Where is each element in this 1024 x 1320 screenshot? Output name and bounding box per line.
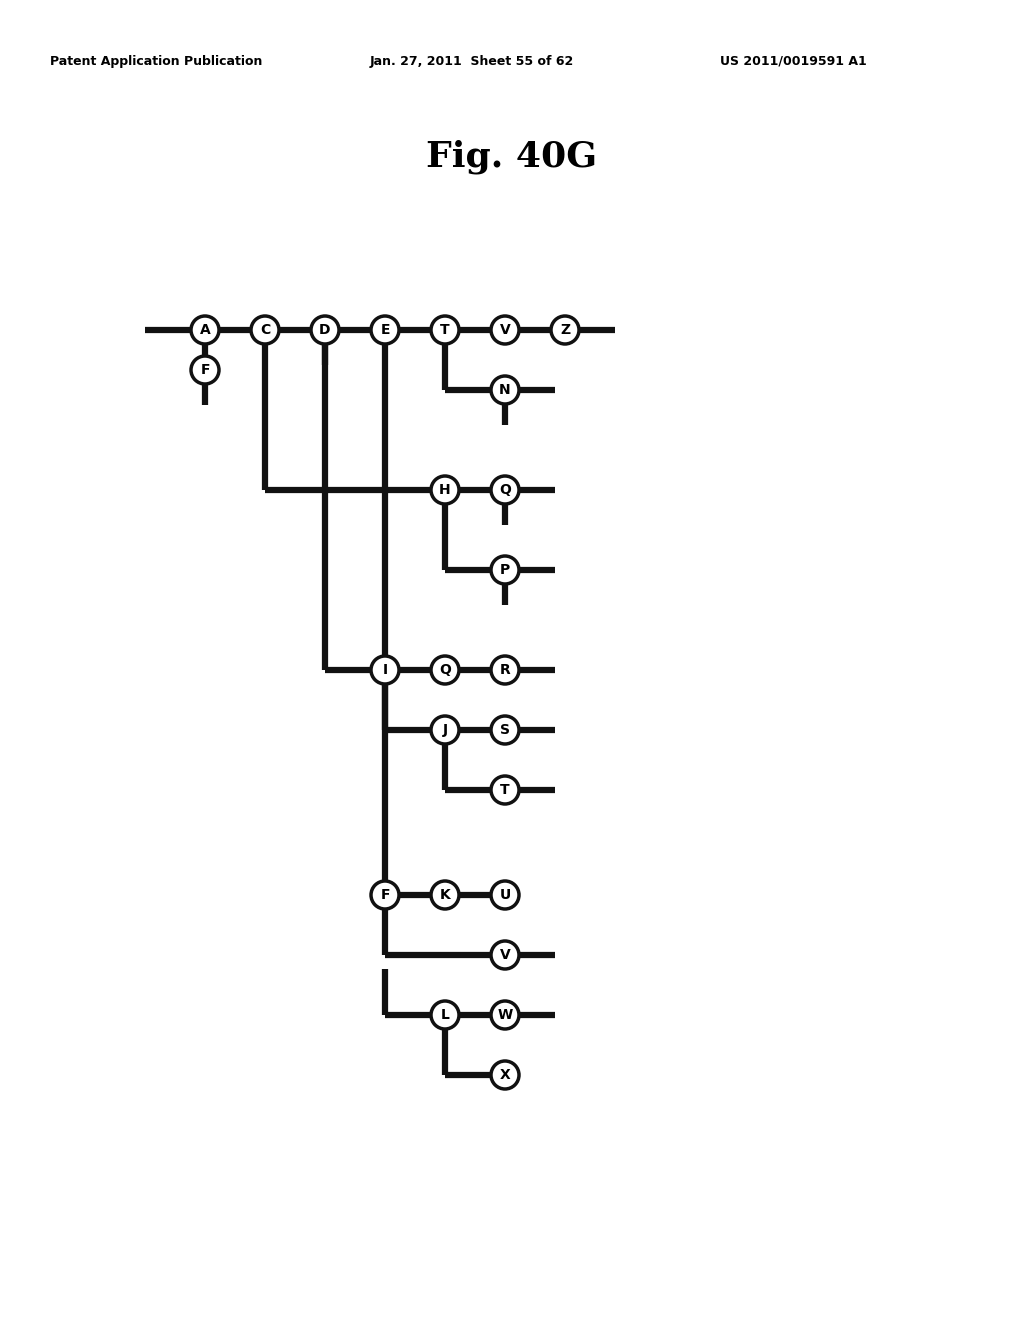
Circle shape: [490, 776, 519, 804]
Text: Q: Q: [439, 663, 451, 677]
Text: C: C: [260, 323, 270, 337]
Text: US 2011/0019591 A1: US 2011/0019591 A1: [720, 55, 866, 69]
Circle shape: [431, 715, 459, 744]
Circle shape: [490, 315, 519, 345]
Text: Fig. 40G: Fig. 40G: [426, 140, 598, 174]
Text: V: V: [500, 323, 510, 337]
Circle shape: [191, 356, 219, 384]
Circle shape: [490, 941, 519, 969]
Text: T: T: [440, 323, 450, 337]
Text: H: H: [439, 483, 451, 498]
Text: S: S: [500, 723, 510, 737]
Text: N: N: [499, 383, 511, 397]
Text: E: E: [380, 323, 390, 337]
Text: F: F: [201, 363, 210, 378]
Text: Q: Q: [499, 483, 511, 498]
Text: K: K: [439, 888, 451, 902]
Text: J: J: [442, 723, 447, 737]
Text: U: U: [500, 888, 511, 902]
Circle shape: [490, 1001, 519, 1030]
Text: W: W: [498, 1008, 513, 1022]
Text: F: F: [380, 888, 390, 902]
Text: Patent Application Publication: Patent Application Publication: [50, 55, 262, 69]
Circle shape: [490, 376, 519, 404]
Circle shape: [490, 656, 519, 684]
Text: V: V: [500, 948, 510, 962]
Circle shape: [371, 656, 399, 684]
Circle shape: [431, 477, 459, 504]
Circle shape: [490, 880, 519, 909]
Text: P: P: [500, 564, 510, 577]
Text: Z: Z: [560, 323, 570, 337]
Circle shape: [371, 315, 399, 345]
Circle shape: [431, 880, 459, 909]
Circle shape: [431, 656, 459, 684]
Circle shape: [490, 1061, 519, 1089]
Text: L: L: [440, 1008, 450, 1022]
Circle shape: [490, 477, 519, 504]
Text: X: X: [500, 1068, 510, 1082]
Circle shape: [551, 315, 579, 345]
Text: I: I: [382, 663, 387, 677]
Circle shape: [431, 1001, 459, 1030]
Circle shape: [311, 315, 339, 345]
Circle shape: [371, 880, 399, 909]
Circle shape: [251, 315, 279, 345]
Circle shape: [490, 715, 519, 744]
Text: T: T: [500, 783, 510, 797]
Text: D: D: [319, 323, 331, 337]
Circle shape: [490, 556, 519, 583]
Text: A: A: [200, 323, 210, 337]
Text: R: R: [500, 663, 510, 677]
Text: Jan. 27, 2011  Sheet 55 of 62: Jan. 27, 2011 Sheet 55 of 62: [370, 55, 574, 69]
Circle shape: [431, 315, 459, 345]
Circle shape: [191, 315, 219, 345]
